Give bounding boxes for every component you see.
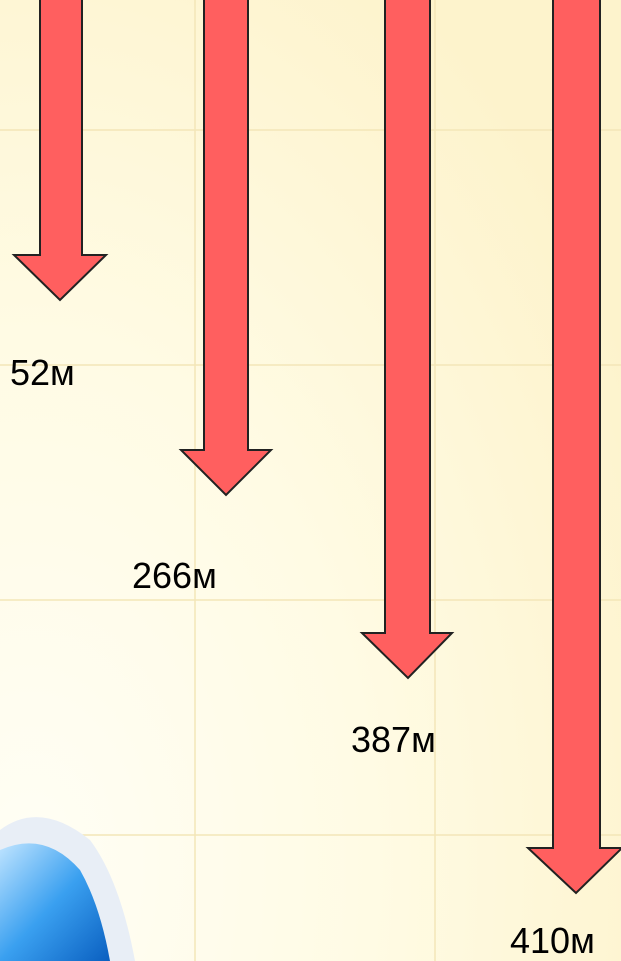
background: [0, 0, 621, 961]
depth-label: 266м: [132, 555, 217, 596]
depth-label: 387м: [351, 719, 436, 760]
slide: 52м 266м 387м 410м: [0, 0, 621, 961]
depth-label: 410м: [510, 920, 595, 961]
depth-label: 52м: [10, 352, 75, 393]
page: 52м 266м 387м 410м (() => { const data =…: [0, 0, 621, 961]
